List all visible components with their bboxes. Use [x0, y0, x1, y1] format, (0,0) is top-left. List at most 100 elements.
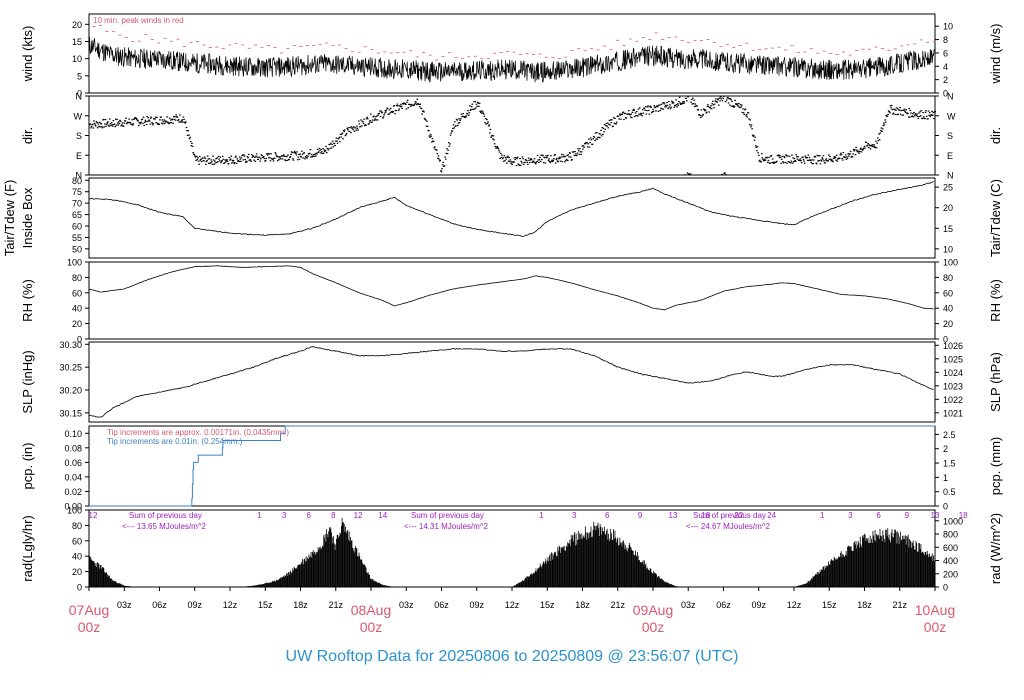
- x-tick-label: 03z: [117, 600, 132, 610]
- x-date-label: 09Aug: [633, 602, 673, 618]
- y-tick-label-pcp: 0.08: [64, 443, 82, 453]
- x-tick-label: 18z: [293, 600, 308, 610]
- y-tick-label-slp: 30.15: [59, 408, 82, 418]
- x-tick-label: 15z: [822, 600, 837, 610]
- y2-tick-label-wind: 6: [943, 48, 948, 58]
- y-label-pcp: pcp. (in): [20, 443, 35, 490]
- y2-tick-label-slp: 1024: [943, 368, 963, 378]
- x-tick-label: 12z: [505, 600, 520, 610]
- panel-frame-wind: [88, 13, 936, 94]
- pcp-annotation-tip: Tip increments are 0.01in. (0.254mm.): [107, 437, 243, 446]
- rad-hour-mark: 6: [605, 511, 610, 520]
- y-tick-label-temp: 60: [72, 222, 82, 232]
- y-tick-label-temp: 50: [72, 244, 82, 254]
- y2-tick-label-rh: 0: [943, 335, 948, 345]
- rad-daily-sum-label: Sum of previous day: [693, 511, 766, 520]
- y-label-line2-temp: Inside Box: [20, 187, 35, 248]
- x-date-time-label: 00z: [78, 619, 101, 635]
- rad-daily-sum-label: Sum of previous day: [129, 511, 202, 520]
- y-tick-label-pcp: 0.06: [64, 458, 82, 468]
- y-tick-label-rh: 80: [72, 273, 82, 283]
- rad-hour-mark: 3: [282, 511, 287, 520]
- x-tick-label: 21z: [328, 600, 343, 610]
- y2-tick-label-dir: W: [947, 111, 956, 121]
- x-tick-label: 18z: [575, 600, 590, 610]
- y2-tick-label-rh: 40: [943, 304, 953, 314]
- series-slp: [88, 345, 934, 418]
- y2-tick-label-slp: 1023: [943, 381, 963, 391]
- y-label-rad: rad(Lgly/hr): [20, 515, 35, 581]
- series-pcp: [89, 425, 935, 507]
- y2-tick-label-wind: 0: [943, 89, 948, 99]
- y-tick-label-slp: 30.20: [59, 386, 82, 396]
- x-date-label: 08Aug: [351, 602, 391, 618]
- rad-hour-mark: 3: [572, 511, 577, 520]
- rad-hour-mark: 9: [905, 511, 910, 520]
- y-tick-label-temp: 65: [72, 210, 82, 220]
- panel-frame-rh: [88, 261, 936, 340]
- y2-tick-label-slp: 1021: [943, 408, 963, 418]
- panel-frame-rad: [88, 509, 936, 588]
- y2-tick-label-wind: 2: [943, 75, 948, 85]
- y-tick-label-dir: N: [76, 92, 83, 102]
- y-tick-label-dir: E: [76, 151, 82, 161]
- y2-tick-label-dir: N: [947, 92, 954, 102]
- y-label-right-pcp: pcp. (mm): [988, 437, 1003, 496]
- y-tick-label-rad: 0: [77, 583, 82, 593]
- x-date-time-label: 00z: [924, 619, 947, 635]
- y2-tick-label-slp: 1026: [943, 341, 963, 351]
- rad-hour-mark: 13: [931, 511, 940, 520]
- rad-daily-sum-value: <--- 14.31 MJoules/m^2: [404, 522, 489, 531]
- y2-tick-label-dir: E: [947, 151, 953, 161]
- y2-tick-label-rh: 100: [943, 258, 958, 268]
- y2-tick-label-temp: 15: [943, 224, 953, 234]
- y-tick-label-pcp: 0.04: [64, 472, 82, 482]
- rad-hour-mark: 18: [959, 511, 968, 520]
- x-tick-label: 06z: [152, 600, 167, 610]
- y-tick-label-rh: 20: [72, 319, 82, 329]
- y2-tick-label-temp: 25: [943, 183, 953, 193]
- rad-hour-mark: 12: [354, 511, 363, 520]
- rad-hour-mark: 3: [848, 511, 853, 520]
- y2-tick-label-slp: 1022: [943, 395, 963, 405]
- y-tick-label-rad: 60: [72, 536, 82, 546]
- y-tick-label-temp: 70: [72, 199, 82, 209]
- pcp-annotation-approx: Tip increments are approx. 0.00171in. (0…: [107, 428, 289, 437]
- y2-tick-label-slp: 1025: [943, 354, 963, 364]
- y-tick-label-dir: N: [76, 171, 83, 181]
- x-tick-label: 09z: [751, 600, 766, 610]
- y-label-dir: dir.: [20, 127, 35, 144]
- rad-hour-mark: 18: [701, 511, 710, 520]
- rad-hour-mark: 8: [331, 511, 336, 520]
- y-tick-label-rh: 60: [72, 288, 82, 298]
- y-label-wind: wind (kts): [20, 26, 35, 83]
- series-rh: [88, 265, 934, 311]
- x-tick-label: 15z: [540, 600, 555, 610]
- rad-hour-mark: 24: [767, 511, 776, 520]
- y-tick-label-wind: 5: [77, 71, 82, 81]
- y2-tick-label-pcp: 0: [943, 502, 948, 512]
- panel-frame-slp: [88, 341, 936, 423]
- y2-tick-label-pcp: 1.5: [943, 459, 956, 469]
- y-label-slp: SLP (inHg): [20, 350, 35, 413]
- y-label-right-dir: dir.: [988, 127, 1003, 144]
- y2-tick-label-pcp: 1: [943, 473, 948, 483]
- y2-tick-label-rad: 800: [943, 530, 958, 540]
- x-tick-label: 06z: [716, 600, 731, 610]
- y-tick-label-slp: 30.30: [59, 340, 82, 350]
- y2-tick-label-pcp: 2.5: [943, 430, 956, 440]
- y-tick-label-temp: 55: [72, 233, 82, 243]
- x-tick-label: 06z: [434, 600, 449, 610]
- y-tick-label-temp: 75: [72, 187, 82, 197]
- y2-tick-label-rad: 1000: [943, 516, 963, 526]
- x-date-time-label: 00z: [642, 619, 665, 635]
- x-tick-label: 12z: [787, 600, 802, 610]
- y2-tick-label-pcp: 2: [943, 444, 948, 454]
- wind-annotation: 10 min. peak winds in red: [93, 16, 184, 25]
- rad-hour-mark: 12: [89, 511, 98, 520]
- y-tick-label-rad: 20: [72, 567, 82, 577]
- rad-daily-sum-label: Sum of previous day: [411, 511, 484, 520]
- x-tick-label: 09z: [187, 600, 202, 610]
- y-tick-label-wind: 20: [72, 20, 82, 30]
